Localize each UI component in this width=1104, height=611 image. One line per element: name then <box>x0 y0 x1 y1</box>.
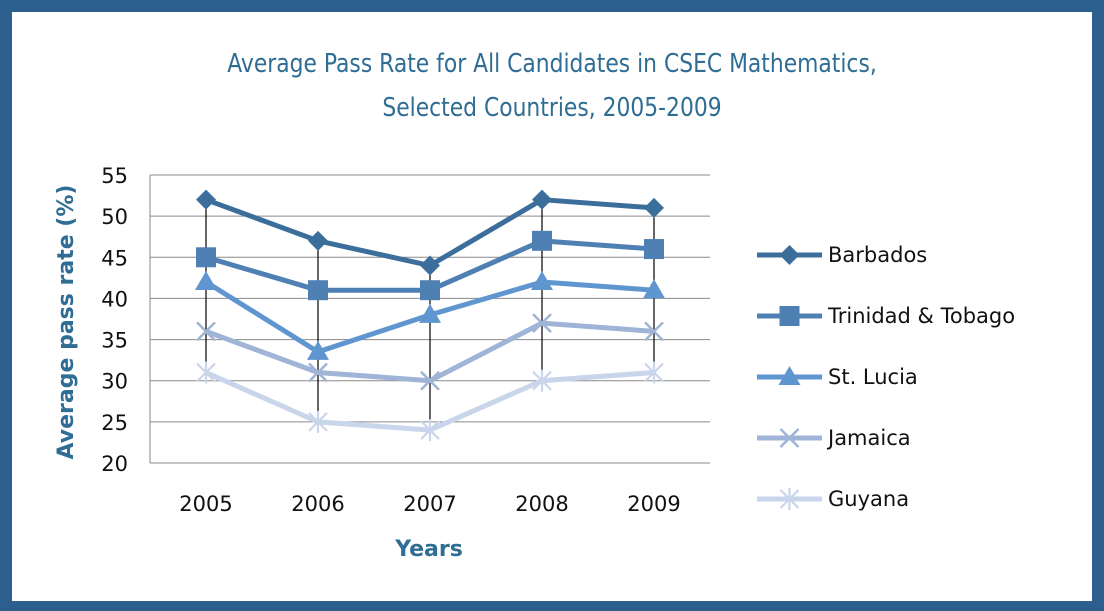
data-point <box>532 369 552 392</box>
data-point <box>307 340 329 360</box>
data-point <box>196 361 216 384</box>
legend-label: Guyana <box>828 487 909 511</box>
y-tick-label: 20 <box>101 452 128 476</box>
legend-label: Barbados <box>828 243 927 267</box>
series-jamaica <box>196 313 664 391</box>
chart-title: Average Pass Rate for All Candidates in … <box>88 42 1015 130</box>
data-point <box>308 280 328 301</box>
chart-title-line-1: Average Pass Rate for All Candidates in … <box>227 49 877 79</box>
series-st-lucia <box>195 270 665 360</box>
legend: Barbados Trinidad & Tobago St. Lucia Jamaic… <box>757 243 1015 511</box>
data-point <box>420 419 440 442</box>
legend-marker <box>779 245 800 265</box>
legend-label: Trinidad & Tobago <box>827 304 1015 328</box>
data-point <box>644 239 664 260</box>
chart-frame <box>10 10 1094 603</box>
data-point <box>195 270 217 290</box>
data-point <box>419 303 441 323</box>
data-point <box>420 280 440 301</box>
y-tick-label: 25 <box>101 411 128 435</box>
y-axis-label: Average pass rate (%) <box>54 185 79 460</box>
legend-label: Jamaica <box>826 426 911 450</box>
x-tick-label: 2008 <box>515 492 568 516</box>
legend-marker <box>779 488 800 510</box>
data-point <box>308 410 328 433</box>
data-point <box>196 247 216 268</box>
series-guyana <box>196 361 664 442</box>
data-point <box>420 255 440 276</box>
data-point <box>308 230 328 251</box>
series-group <box>195 189 665 442</box>
legend-item: St. Lucia <box>757 365 918 389</box>
y-tick-label: 35 <box>101 329 128 353</box>
x-tick-label: 2007 <box>403 492 456 516</box>
legend-marker <box>779 428 800 448</box>
legend-label: St. Lucia <box>828 365 918 389</box>
data-point <box>531 270 553 290</box>
y-tick-label: 55 <box>101 164 128 188</box>
data-point <box>196 189 216 210</box>
data-point <box>532 313 552 333</box>
x-axis-ticks: 2005 2006 2007 2008 2009 <box>179 492 680 516</box>
legend-marker <box>779 306 800 326</box>
x-tick-label: 2005 <box>179 492 232 516</box>
y-tick-label: 30 <box>101 370 128 394</box>
legend-marker <box>778 366 801 385</box>
chart-title-line-2: Selected Countries, 2005-2009 <box>382 93 722 123</box>
y-tick-label: 50 <box>101 205 128 229</box>
data-point <box>532 230 552 251</box>
data-point <box>196 321 216 342</box>
legend-item: Jamaica <box>757 426 911 450</box>
y-tick-label: 45 <box>101 246 128 270</box>
legend-item: Guyana <box>757 487 909 511</box>
y-axis-ticks: 20 25 30 35 40 45 50 55 <box>101 164 128 476</box>
data-point <box>532 189 552 210</box>
data-point <box>643 279 665 299</box>
data-point <box>420 370 440 391</box>
series-barbados <box>196 189 664 276</box>
data-point <box>644 361 664 384</box>
x-tick-label: 2009 <box>627 492 680 516</box>
legend-item: Barbados <box>757 243 927 267</box>
series-trinidad-tobago <box>196 230 664 301</box>
y-tick-label: 40 <box>101 287 128 311</box>
x-axis-label: Years <box>394 537 463 562</box>
data-point <box>644 197 664 218</box>
data-point <box>644 321 664 342</box>
data-point <box>308 362 328 383</box>
legend-item: Trinidad & Tobago <box>757 304 1015 328</box>
x-tick-label: 2006 <box>291 492 344 516</box>
